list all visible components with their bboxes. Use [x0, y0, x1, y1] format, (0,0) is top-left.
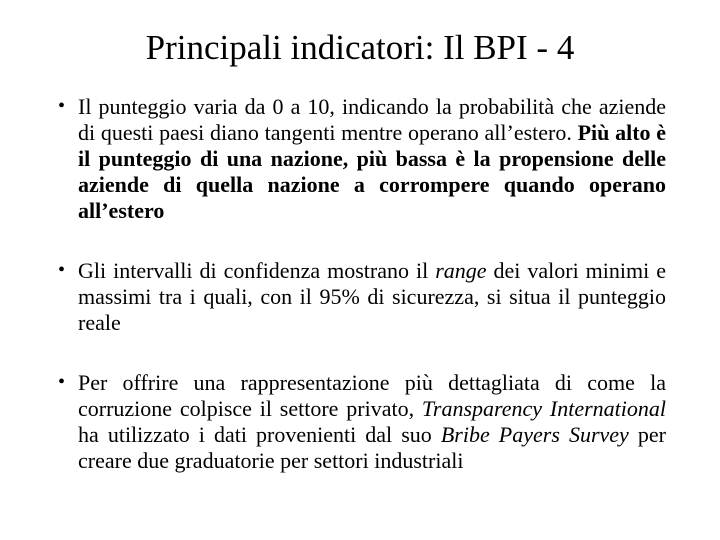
bullet-item-1: Il punteggio varia da 0 a 10, indicando … — [54, 94, 666, 224]
bullet-3-italic-2: Bribe Payers Survey — [441, 422, 629, 447]
bullet-2-italic: range — [435, 258, 486, 283]
bullet-item-3: Per offrire una rappresentazione più det… — [54, 370, 666, 474]
slide-title: Principali indicatori: Il BPI - 4 — [54, 28, 666, 68]
slide: Principali indicatori: Il BPI - 4 Il pun… — [0, 0, 720, 540]
bullet-list: Il punteggio varia da 0 a 10, indicando … — [54, 94, 666, 473]
bullet-item-2: Gli intervalli di confidenza mostrano il… — [54, 258, 666, 336]
bullet-2-pre: Gli intervalli di confidenza mostrano il — [78, 258, 435, 283]
bullet-3-mid: ha utilizzato i dati provenienti dal suo — [78, 422, 441, 447]
bullet-3-italic-1: Transparency International — [422, 396, 666, 421]
